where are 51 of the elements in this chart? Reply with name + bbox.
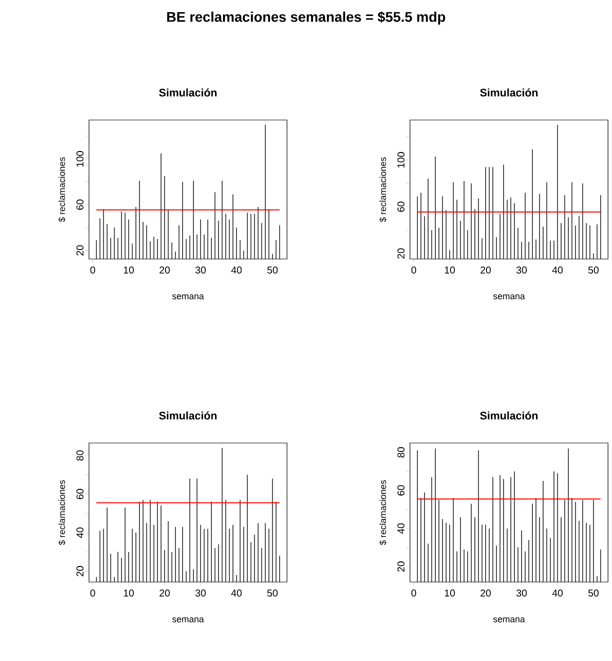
y-tick-label: 20: [397, 248, 404, 259]
x-tick-label: 20: [160, 266, 170, 274]
x-tick-label: 0: [90, 266, 96, 274]
x-axis-title: semana: [493, 294, 525, 300]
chart-title: Simulación: [159, 411, 217, 420]
x-tick-label: 10: [444, 266, 455, 274]
chart-title: Simulación: [159, 88, 217, 96]
x-tick-label: 50: [588, 266, 599, 274]
x-tick-label: 20: [480, 590, 491, 597]
x-tick-label: 30: [516, 590, 527, 597]
x-tick-label: 20: [160, 590, 170, 597]
y-axis-title: $ reclamaciones: [379, 157, 387, 222]
x-tick-label: 40: [552, 590, 563, 597]
y-axis-title: $ reclamaciones: [379, 480, 387, 546]
x-tick-label: 40: [231, 266, 242, 274]
y-tick-label: 60: [76, 200, 84, 210]
x-tick-label: 50: [267, 266, 278, 274]
x-axis-title: semana: [172, 617, 204, 622]
chart-title: Simulación: [480, 88, 538, 96]
x-tick-label: 10: [124, 266, 134, 274]
x-tick-label: 50: [267, 590, 278, 597]
y-axis-title: $ reclamaciones: [58, 157, 66, 222]
x-tick-label: 10: [124, 590, 134, 597]
x-tick-label: 10: [444, 590, 455, 597]
x-tick-label: 20: [480, 266, 491, 274]
y-tick-label: 40: [397, 523, 404, 534]
x-tick-label: 30: [516, 266, 527, 274]
text: BE reclamaciones semanales = $55.5 mdp: [167, 11, 446, 25]
x-tick-label: 40: [231, 590, 242, 597]
x-tick-label: 50: [588, 590, 599, 597]
x-axis-title: semana: [172, 294, 204, 300]
x-tick-label: 0: [90, 590, 96, 597]
y-tick-label: 60: [76, 488, 84, 500]
y-tick-label: 20: [397, 561, 404, 572]
y-axis-title: $ reclamaciones: [58, 480, 66, 546]
y-tick-label: 80: [76, 450, 84, 461]
chart-title: Simulación: [480, 411, 538, 420]
y-tick-label: 40: [76, 527, 84, 538]
y-tick-label: 80: [397, 447, 404, 458]
x-tick-label: 30: [195, 590, 206, 597]
y-tick-label: 60: [397, 202, 404, 212]
x-tick-label: 40: [552, 266, 563, 274]
y-tick-label: 100: [76, 151, 84, 167]
x-tick-label: 0: [411, 590, 416, 597]
x-tick-label: 30: [195, 266, 206, 274]
x-axis-title: semana: [493, 617, 525, 622]
x-tick-label: 0: [411, 266, 416, 274]
y-tick-label: 60: [397, 485, 404, 496]
y-tick-label: 20: [76, 245, 84, 256]
y-tick-label: 100: [397, 152, 404, 168]
y-tick-label: 20: [76, 566, 84, 576]
